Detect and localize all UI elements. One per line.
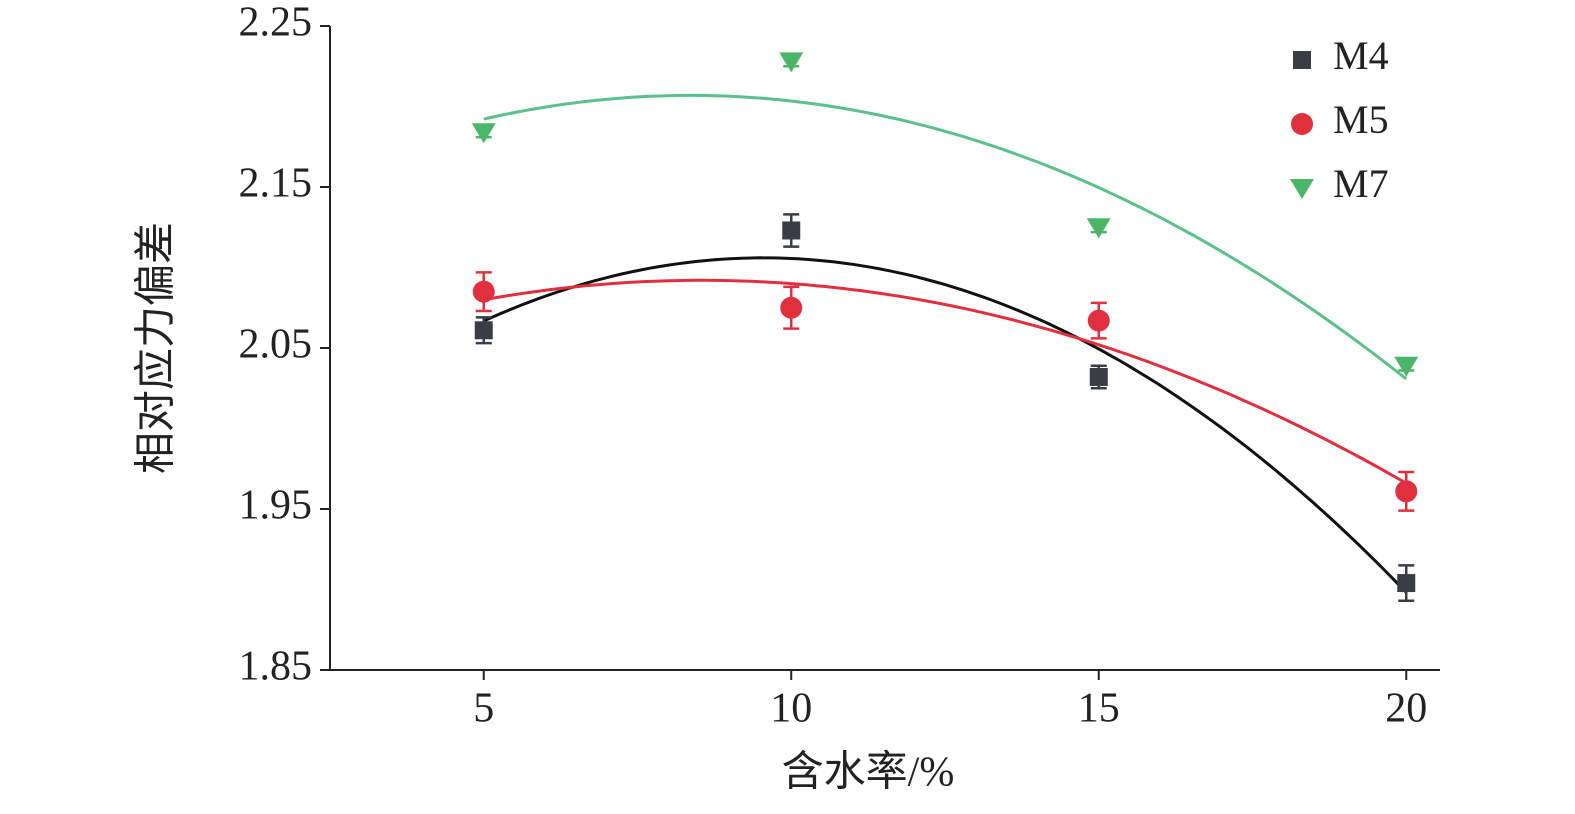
legend-marker — [1293, 51, 1311, 69]
y-tick-label: 1.95 — [239, 483, 313, 529]
legend-marker — [1291, 113, 1313, 135]
y-tick-label: 1.85 — [239, 644, 313, 690]
marker — [472, 280, 495, 303]
marker — [471, 123, 496, 144]
marker — [782, 221, 801, 240]
marker — [1397, 574, 1416, 593]
x-tick-label: 15 — [1078, 686, 1120, 732]
x-tick-label: 5 — [473, 686, 494, 732]
legend-marker — [1290, 179, 1314, 199]
marker — [1086, 218, 1111, 239]
fit-curve — [483, 93, 1408, 381]
marker — [780, 296, 803, 319]
fit-curve — [483, 256, 1408, 594]
legend-label: M4 — [1333, 33, 1389, 78]
y-axis-title: 相对应力偏差 — [133, 222, 180, 474]
x-axis-title: 含水率/% — [782, 749, 955, 796]
fit-curve — [483, 278, 1408, 485]
marker — [1089, 367, 1108, 386]
legend-label: M7 — [1333, 161, 1389, 206]
marker — [474, 321, 493, 340]
legend-label: M5 — [1333, 97, 1389, 142]
marker — [1087, 309, 1110, 332]
marker — [1395, 480, 1418, 503]
y-tick-label: 2.25 — [239, 0, 313, 46]
x-tick-label: 10 — [770, 686, 812, 732]
marker — [1394, 356, 1419, 377]
x-tick-label: 20 — [1385, 686, 1427, 732]
marker — [779, 52, 804, 73]
y-tick-label: 2.05 — [239, 322, 313, 368]
y-tick-label: 2.15 — [239, 161, 313, 207]
